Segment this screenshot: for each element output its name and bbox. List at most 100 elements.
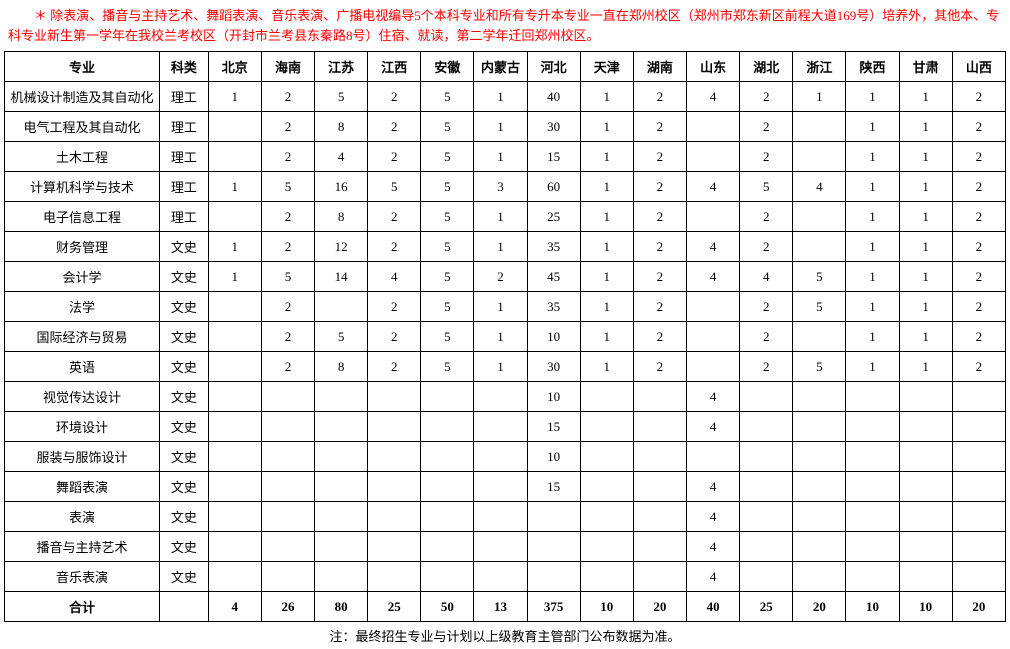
table-cell: 2 bbox=[952, 352, 1005, 382]
table-cell: 1 bbox=[208, 232, 261, 262]
table-cell bbox=[793, 382, 846, 412]
col-header: 科类 bbox=[160, 52, 209, 82]
table-cell bbox=[421, 502, 474, 532]
table-cell: 文史 bbox=[160, 442, 209, 472]
table-row: 会计学文史15144524512445112 bbox=[5, 262, 1006, 292]
total-cell: 25 bbox=[368, 592, 421, 622]
table-cell: 1 bbox=[474, 292, 527, 322]
table-cell bbox=[474, 412, 527, 442]
table-cell bbox=[261, 472, 314, 502]
table-cell bbox=[793, 202, 846, 232]
table-cell: 1 bbox=[208, 172, 261, 202]
table-cell bbox=[952, 532, 1005, 562]
table-cell: 2 bbox=[740, 232, 793, 262]
table-cell bbox=[633, 472, 686, 502]
table-cell bbox=[793, 562, 846, 592]
notice-text: ＊ 除表演、播音与主持艺术、舞蹈表演、音乐表演、广播电视编导5个本科专业和所有专… bbox=[4, 6, 1006, 45]
total-cell: 375 bbox=[527, 592, 580, 622]
table-cell: 5 bbox=[421, 112, 474, 142]
table-cell bbox=[899, 442, 952, 472]
table-cell: 4 bbox=[687, 82, 740, 112]
table-cell: 2 bbox=[633, 172, 686, 202]
table-cell bbox=[846, 412, 899, 442]
table-cell bbox=[793, 322, 846, 352]
table-cell bbox=[474, 382, 527, 412]
table-cell: 1 bbox=[846, 82, 899, 112]
table-cell: 1 bbox=[580, 172, 633, 202]
table-cell: 1 bbox=[899, 322, 952, 352]
table-cell: 理工 bbox=[160, 172, 209, 202]
table-cell bbox=[421, 532, 474, 562]
table-cell: 2 bbox=[368, 82, 421, 112]
table-cell: 1 bbox=[474, 112, 527, 142]
table-cell bbox=[740, 562, 793, 592]
col-header: 浙江 bbox=[793, 52, 846, 82]
table-cell: 2 bbox=[740, 142, 793, 172]
table-cell bbox=[261, 502, 314, 532]
table-cell: 2 bbox=[952, 322, 1005, 352]
table-cell: 2 bbox=[952, 112, 1005, 142]
table-cell bbox=[846, 472, 899, 502]
table-cell: 4 bbox=[315, 142, 368, 172]
table-cell: 文史 bbox=[160, 532, 209, 562]
table-cell bbox=[527, 532, 580, 562]
table-cell: 14 bbox=[315, 262, 368, 292]
table-cell: 1 bbox=[580, 142, 633, 172]
table-cell bbox=[208, 562, 261, 592]
table-cell: 5 bbox=[315, 82, 368, 112]
table-cell bbox=[740, 472, 793, 502]
table-cell: 5 bbox=[421, 322, 474, 352]
table-cell bbox=[846, 382, 899, 412]
table-cell bbox=[421, 442, 474, 472]
table-cell: 35 bbox=[527, 232, 580, 262]
table-row: 计算机科学与技术理工15165536012454112 bbox=[5, 172, 1006, 202]
table-cell: 15 bbox=[527, 412, 580, 442]
table-cell bbox=[687, 142, 740, 172]
table-cell: 4 bbox=[740, 262, 793, 292]
table-cell: 1 bbox=[580, 262, 633, 292]
table-row: 舞蹈表演文史154 bbox=[5, 472, 1006, 502]
table-cell: 5 bbox=[368, 172, 421, 202]
table-cell: 4 bbox=[687, 232, 740, 262]
table-cell: 2 bbox=[368, 232, 421, 262]
table-cell bbox=[793, 412, 846, 442]
col-header: 陕西 bbox=[846, 52, 899, 82]
table-cell: 1 bbox=[208, 262, 261, 292]
table-cell bbox=[740, 502, 793, 532]
footnote-text: 注：最终招生专业与计划以上级教育主管部门公布数据为准。 bbox=[4, 626, 1006, 645]
table-cell: 1 bbox=[846, 352, 899, 382]
table-cell bbox=[793, 142, 846, 172]
table-row: 表演文史4 bbox=[5, 502, 1006, 532]
table-cell: 5 bbox=[261, 262, 314, 292]
table-cell bbox=[208, 412, 261, 442]
table-cell bbox=[580, 442, 633, 472]
table-cell: 文史 bbox=[160, 262, 209, 292]
table-cell bbox=[315, 562, 368, 592]
table-cell bbox=[208, 532, 261, 562]
table-cell: 2 bbox=[368, 322, 421, 352]
table-cell bbox=[793, 442, 846, 472]
table-cell: 4 bbox=[793, 172, 846, 202]
table-cell: 2 bbox=[261, 232, 314, 262]
table-cell: 文史 bbox=[160, 382, 209, 412]
table-cell: 10 bbox=[527, 442, 580, 472]
table-cell bbox=[899, 412, 952, 442]
table-cell: 25 bbox=[527, 202, 580, 232]
table-cell: 1 bbox=[846, 322, 899, 352]
table-cell: 12 bbox=[315, 232, 368, 262]
table-cell bbox=[740, 382, 793, 412]
table-cell: 理工 bbox=[160, 112, 209, 142]
table-cell: 5 bbox=[793, 292, 846, 322]
table-cell bbox=[740, 412, 793, 442]
table-cell bbox=[846, 442, 899, 472]
table-cell bbox=[315, 292, 368, 322]
table-cell: 2 bbox=[633, 262, 686, 292]
col-header: 山西 bbox=[952, 52, 1005, 82]
table-cell bbox=[315, 502, 368, 532]
table-cell: 1 bbox=[846, 232, 899, 262]
table-cell: 8 bbox=[315, 202, 368, 232]
col-header: 安徽 bbox=[421, 52, 474, 82]
table-cell: 会计学 bbox=[5, 262, 160, 292]
table-cell: 5 bbox=[740, 172, 793, 202]
table-cell: 5 bbox=[421, 232, 474, 262]
